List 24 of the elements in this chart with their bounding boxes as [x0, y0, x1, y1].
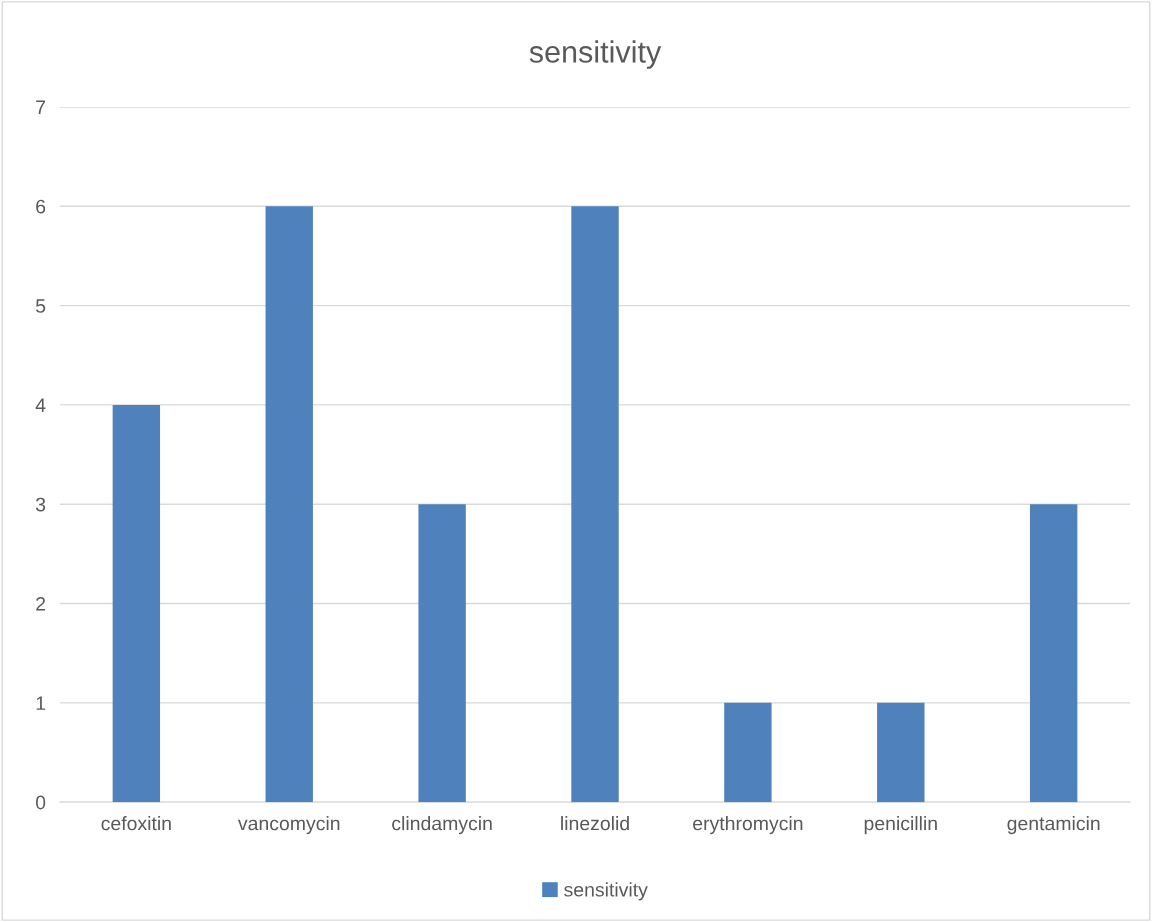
bar	[571, 206, 619, 803]
y-tick-label: 1	[36, 696, 46, 710]
bar	[418, 504, 466, 803]
y-tick-label: 5	[35, 299, 46, 313]
y-tick-label: 0	[35, 795, 46, 810]
y-tick-label: 6	[36, 199, 46, 214]
bar	[112, 404, 161, 803]
x-tick-label: cefoxitin	[101, 816, 171, 831]
x-tick-label: clindamycin	[392, 816, 492, 835]
y-tick-label: 4	[35, 398, 46, 412]
bar	[877, 702, 925, 803]
chart-title: sensitivity	[529, 40, 662, 69]
x-tick-label: linezolid	[561, 816, 629, 831]
bar	[265, 206, 313, 803]
bar	[724, 702, 772, 803]
y-tick-label: 2	[36, 596, 46, 611]
x-tick-label: penicillin	[864, 816, 937, 835]
legend-label: sensitivity	[564, 882, 648, 901]
x-tick-label: vancomycin	[237, 816, 340, 835]
x-tick-label: gentamicin	[1007, 816, 1100, 835]
bar	[1029, 504, 1078, 803]
x-tick-label: erythromycin	[693, 816, 803, 835]
y-tick-label: 3	[35, 497, 46, 512]
y-tick-label: 7	[36, 100, 46, 114]
